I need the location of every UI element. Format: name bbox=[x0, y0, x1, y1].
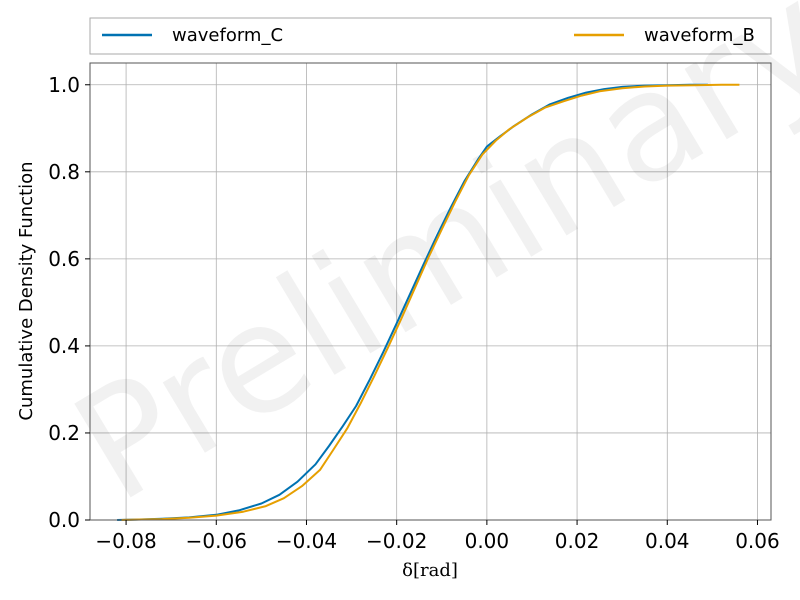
x-axis-label: δ[rad] bbox=[402, 560, 458, 581]
series-line-waveform-b bbox=[121, 83, 740, 521]
legend: waveform_C waveform_B bbox=[89, 17, 772, 55]
legend-frame bbox=[89, 17, 772, 55]
x-tick-label: 0.06 bbox=[735, 529, 780, 553]
x-axis-ticks: −0.08 −0.06 −0.04 −0.02 0.00 0.02 0.04 0.06 bbox=[95, 520, 780, 553]
x-tick-label: 0.00 bbox=[465, 529, 510, 553]
x-tick-label: −0.04 bbox=[276, 529, 337, 553]
grid bbox=[90, 63, 771, 521]
plot-area bbox=[90, 63, 771, 520]
y-axis-ticks: 0.0 0.2 0.4 0.6 0.8 1.0 bbox=[48, 73, 90, 532]
y-tick-label: 0.6 bbox=[48, 247, 80, 271]
x-tick-label: −0.06 bbox=[186, 529, 247, 553]
plot-frame bbox=[89, 62, 772, 521]
y-tick-label: 0.8 bbox=[48, 160, 80, 184]
y-tick-label: 0.2 bbox=[48, 421, 80, 445]
y-tick-label: 0.0 bbox=[48, 508, 80, 532]
legend-label-waveform-b: waveform_B bbox=[644, 25, 755, 46]
x-tick-label: −0.02 bbox=[366, 529, 427, 553]
legend-label-waveform-c: waveform_C bbox=[172, 25, 283, 46]
x-tick-label: −0.08 bbox=[95, 529, 156, 553]
y-tick-label: 1.0 bbox=[48, 73, 80, 97]
y-tick-label: 0.4 bbox=[48, 334, 80, 358]
series-layer bbox=[117, 83, 740, 521]
series-line-waveform-c bbox=[117, 83, 708, 521]
y-axis-label: Cumulative Density Function bbox=[16, 161, 37, 420]
x-tick-label: 0.02 bbox=[555, 529, 600, 553]
x-tick-label: 0.04 bbox=[645, 529, 690, 553]
